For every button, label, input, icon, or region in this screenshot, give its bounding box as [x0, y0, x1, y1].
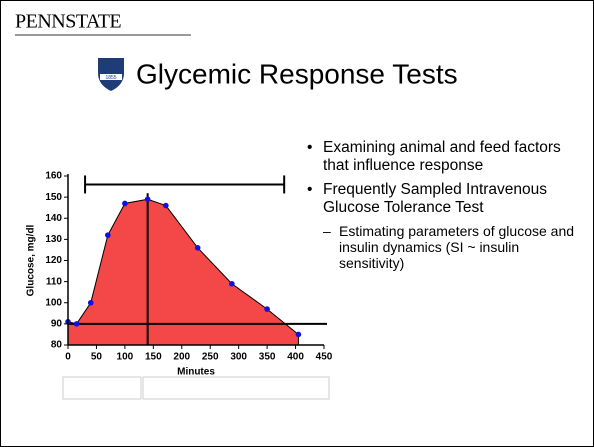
bullet: Frequently Sampled Intravenous Glucose T…: [301, 181, 583, 217]
seal-band: [100, 74, 122, 80]
data-point: [229, 280, 235, 287]
data-point: [264, 306, 270, 312]
data-point: [295, 331, 302, 338]
x-tick-label: 400: [287, 352, 304, 363]
y-tick-label: 120: [45, 255, 62, 266]
data-point: [73, 321, 80, 327]
x-tick-label: 0: [65, 352, 71, 363]
x-tick-label: 50: [91, 352, 103, 363]
bullet-list: Examining animal and feed factors that i…: [301, 139, 583, 271]
y-tick-label: 160: [45, 171, 62, 182]
x-tick-label: 200: [173, 352, 190, 363]
y-tick-label: 130: [45, 234, 62, 245]
x-tick-label: 300: [230, 352, 247, 363]
blank-box: [62, 376, 142, 400]
data-point: [144, 196, 151, 203]
data-point: [163, 202, 169, 209]
blank-box: [142, 376, 330, 400]
y-tick-label: 100: [45, 297, 62, 308]
y-tick-label: 140: [45, 213, 62, 224]
x-tick-label: 150: [145, 352, 162, 363]
y-tick-label: 80: [51, 340, 63, 351]
seal-year: 1855: [105, 75, 116, 81]
x-axis-label: Minutes: [177, 367, 215, 378]
bullet: Examining animal and feed factors that i…: [301, 139, 583, 175]
x-tick-label: 450: [316, 352, 333, 363]
logo: PENNSTATE: [15, 11, 121, 33]
data-point: [194, 245, 201, 251]
sub-bullet: Estimating parameters of glucose and ins…: [301, 223, 583, 271]
data-point: [122, 200, 128, 207]
glucose-area: [67, 198, 299, 346]
x-tick-label: 250: [202, 352, 219, 363]
y-axis-label: Glucose, mg/dl: [26, 224, 37, 296]
data-point: [87, 299, 94, 306]
x-tick-label: 100: [117, 352, 134, 363]
slide-title: Glycemic Response Tests: [136, 58, 458, 89]
y-tick-label: 90: [51, 319, 63, 330]
data-point: [105, 232, 111, 238]
y-tick-label: 110: [46, 276, 63, 287]
y-tick-label: 150: [45, 192, 62, 203]
x-tick-label: 350: [259, 352, 276, 363]
